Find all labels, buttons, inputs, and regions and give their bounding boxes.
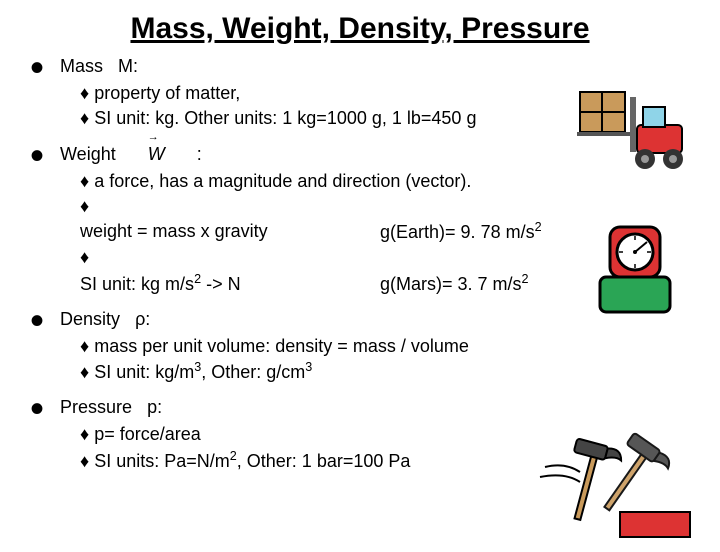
pressure-heading: Pressure — [60, 397, 132, 417]
mass-symbol: M: — [118, 56, 138, 76]
density-bullet-2: SI unit: kg/m3, Other: g/cm3 — [80, 359, 469, 385]
weight-colon: : — [197, 144, 202, 164]
mass-bullet-2: SI unit: kg. Other units: 1 kg=1000 g, 1… — [80, 106, 476, 131]
density-heading: Density — [60, 309, 120, 329]
density-bullet-1: mass per unit volume: density = mass / v… — [80, 334, 469, 359]
bullet-dot: • — [30, 399, 44, 419]
weight-bullet-1: a force, has a magnitude and direction (… — [80, 169, 600, 194]
forklift-icon — [575, 87, 695, 177]
pressure-bullet-1: p= force/area — [80, 422, 410, 447]
bullet-dot: • — [30, 146, 44, 166]
weight-bullet-3: SI unit: kg m/s2 -> N g(Mars)= 3. 7 m/s2 — [80, 245, 600, 296]
weight-symbol: W — [146, 142, 167, 167]
mass-heading: Mass — [60, 56, 103, 76]
scale-icon — [585, 222, 685, 322]
page-title: Mass, Weight, Density, Pressure — [0, 12, 720, 46]
mass-bullet-1: property of matter, — [80, 81, 476, 106]
bullet-dot: • — [30, 58, 44, 78]
weight-heading: Weight — [60, 144, 116, 164]
bullet-dot: • — [30, 311, 44, 331]
density-symbol: ρ: — [135, 309, 150, 329]
pressure-bullet-2: SI units: Pa=N/m2, Other: 1 bar=100 Pa — [80, 448, 410, 474]
hammer-icon — [525, 432, 695, 542]
pressure-symbol: p: — [147, 397, 162, 417]
weight-bullet-2: weight = mass x gravity g(Earth)= 9. 78 … — [80, 194, 600, 245]
